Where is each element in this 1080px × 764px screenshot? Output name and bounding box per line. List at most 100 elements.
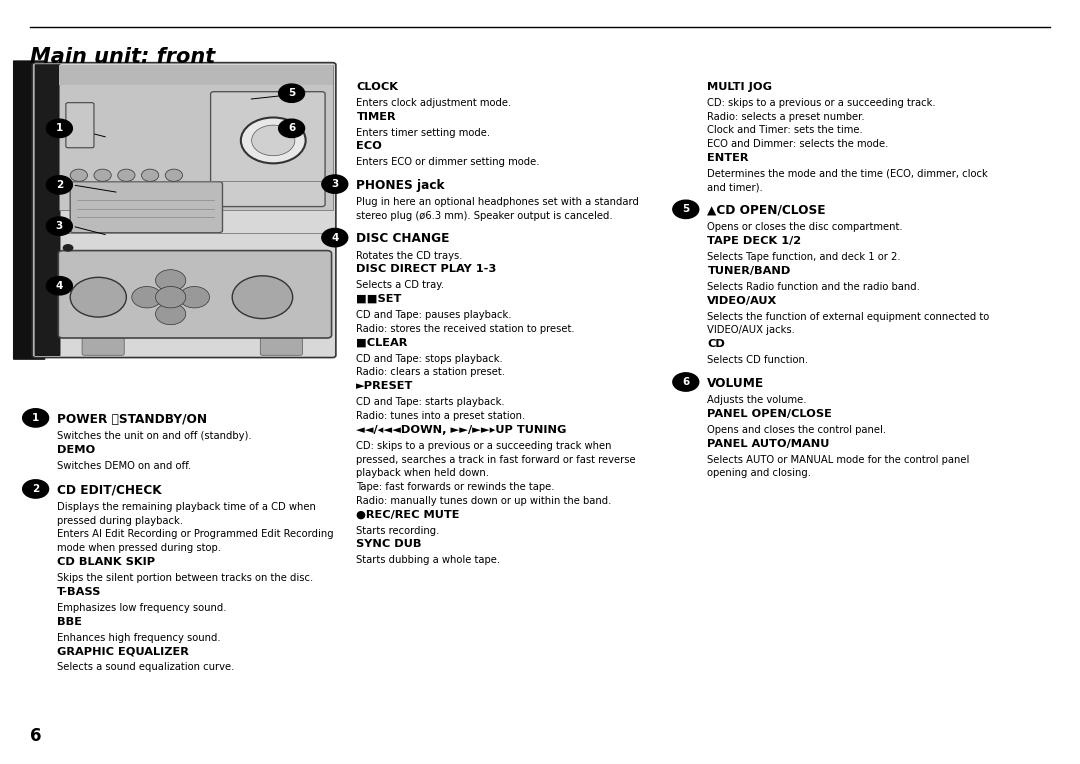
Text: Radio: selects a preset number.: Radio: selects a preset number. [707, 112, 865, 121]
Text: 3: 3 [332, 179, 338, 189]
Text: VOLUME: VOLUME [707, 377, 765, 390]
Text: 2: 2 [32, 484, 39, 494]
Text: MULTI JOG: MULTI JOG [707, 82, 772, 92]
Text: ■■SET: ■■SET [356, 294, 402, 304]
Text: Displays the remaining playback time of a CD when: Displays the remaining playback time of … [57, 502, 316, 512]
Text: and timer).: and timer). [707, 183, 764, 193]
Text: 1: 1 [56, 123, 63, 134]
Text: Starts dubbing a whole tape.: Starts dubbing a whole tape. [356, 555, 500, 565]
Text: CD BLANK SKIP: CD BLANK SKIP [57, 557, 156, 567]
Text: Radio: tunes into a preset station.: Radio: tunes into a preset station. [356, 411, 526, 421]
Text: 4: 4 [56, 280, 63, 291]
Circle shape [132, 286, 162, 308]
Text: Enhances high frequency sound.: Enhances high frequency sound. [57, 633, 221, 643]
Text: ►PRESET: ►PRESET [356, 381, 414, 391]
Text: 6: 6 [30, 727, 42, 745]
FancyBboxPatch shape [66, 102, 94, 147]
Text: POWER ⏻STANDBY/ON: POWER ⏻STANDBY/ON [57, 413, 207, 426]
Text: PHONES jack: PHONES jack [356, 179, 445, 192]
Circle shape [322, 228, 348, 247]
Text: Skips the silent portion between tracks on the disc.: Skips the silent portion between tracks … [57, 573, 313, 583]
Circle shape [252, 125, 295, 156]
FancyBboxPatch shape [59, 65, 333, 86]
Text: 4: 4 [332, 232, 338, 243]
Text: Selects a CD tray.: Selects a CD tray. [356, 280, 444, 290]
Circle shape [63, 244, 73, 251]
Text: ▲CD OPEN/CLOSE: ▲CD OPEN/CLOSE [707, 204, 826, 217]
Text: CD: skips to a previous or a succeeding track when: CD: skips to a previous or a succeeding … [356, 441, 612, 451]
Text: Emphasizes low frequency sound.: Emphasizes low frequency sound. [57, 603, 227, 613]
FancyBboxPatch shape [35, 64, 60, 356]
Text: PANEL OPEN/CLOSE: PANEL OPEN/CLOSE [707, 409, 833, 419]
Text: 6: 6 [288, 123, 295, 134]
Text: CD and Tape: stops playback.: CD and Tape: stops playback. [356, 354, 503, 364]
FancyBboxPatch shape [58, 251, 332, 338]
Text: ●REC/REC MUTE: ●REC/REC MUTE [356, 510, 460, 520]
Text: Main unit: front: Main unit: front [30, 47, 216, 67]
Text: CD and Tape: pauses playback.: CD and Tape: pauses playback. [356, 310, 512, 320]
Text: Clock and Timer: sets the time.: Clock and Timer: sets the time. [707, 125, 863, 135]
Text: CD: CD [707, 339, 726, 349]
Text: Rotates the CD trays.: Rotates the CD trays. [356, 251, 463, 261]
Text: 3: 3 [56, 221, 63, 231]
FancyBboxPatch shape [13, 60, 45, 360]
Text: Switches DEMO on and off.: Switches DEMO on and off. [57, 461, 191, 471]
Text: Tape: fast forwards or rewinds the tape.: Tape: fast forwards or rewinds the tape. [356, 482, 555, 492]
Circle shape [23, 409, 49, 427]
Text: VIDEO/AUX jacks.: VIDEO/AUX jacks. [707, 325, 795, 335]
Text: Enters clock adjustment mode.: Enters clock adjustment mode. [356, 98, 512, 108]
FancyBboxPatch shape [260, 337, 302, 355]
Text: Enters ECO or dimmer setting mode.: Enters ECO or dimmer setting mode. [356, 157, 540, 167]
Circle shape [23, 480, 49, 498]
Text: T-BASS: T-BASS [57, 587, 102, 597]
Text: 5: 5 [683, 204, 689, 215]
Text: Determines the mode and the time (ECO, dimmer, clock: Determines the mode and the time (ECO, d… [707, 169, 988, 179]
Circle shape [232, 276, 293, 319]
FancyBboxPatch shape [59, 65, 333, 210]
Text: GRAPHIC EQUALIZER: GRAPHIC EQUALIZER [57, 646, 189, 656]
Text: ■CLEAR: ■CLEAR [356, 338, 408, 348]
Text: Selects a sound equalization curve.: Selects a sound equalization curve. [57, 662, 234, 672]
Circle shape [673, 200, 699, 219]
Text: ENTER: ENTER [707, 153, 748, 163]
Text: BBE: BBE [57, 617, 82, 626]
Circle shape [673, 373, 699, 391]
FancyBboxPatch shape [32, 63, 336, 358]
Circle shape [46, 176, 72, 194]
Text: Enters timer setting mode.: Enters timer setting mode. [356, 128, 490, 138]
Circle shape [179, 286, 210, 308]
Text: Opens or closes the disc compartment.: Opens or closes the disc compartment. [707, 222, 903, 232]
Circle shape [156, 286, 186, 308]
Text: CD EDIT/CHECK: CD EDIT/CHECK [57, 484, 162, 497]
Text: ECO: ECO [356, 141, 382, 151]
Text: Radio: stores the received station to preset.: Radio: stores the received station to pr… [356, 324, 575, 334]
Circle shape [165, 169, 183, 181]
Circle shape [279, 119, 305, 138]
Circle shape [118, 169, 135, 181]
Text: 2: 2 [56, 180, 63, 190]
Text: Selects the function of external equipment connected to: Selects the function of external equipme… [707, 312, 989, 322]
Text: CD: skips to a previous or a succeeding track.: CD: skips to a previous or a succeeding … [707, 98, 936, 108]
Text: TIMER: TIMER [356, 112, 396, 121]
Circle shape [322, 175, 348, 193]
Text: VIDEO/AUX: VIDEO/AUX [707, 296, 778, 306]
Text: mode when pressed during stop.: mode when pressed during stop. [57, 543, 221, 553]
Text: Radio: manually tunes down or up within the band.: Radio: manually tunes down or up within … [356, 496, 611, 506]
Text: PANEL AUTO/MANU: PANEL AUTO/MANU [707, 439, 829, 448]
Text: TUNER/BAND: TUNER/BAND [707, 266, 791, 276]
Text: SYNC DUB: SYNC DUB [356, 539, 422, 549]
Circle shape [70, 169, 87, 181]
Text: pressed during playback.: pressed during playback. [57, 516, 184, 526]
Circle shape [156, 303, 186, 325]
FancyBboxPatch shape [70, 182, 222, 233]
Text: Switches the unit on and off (standby).: Switches the unit on and off (standby). [57, 431, 252, 441]
Text: Enters AI Edit Recording or Programmed Edit Recording: Enters AI Edit Recording or Programmed E… [57, 529, 334, 539]
Text: Radio: clears a station preset.: Radio: clears a station preset. [356, 367, 505, 377]
Circle shape [46, 217, 72, 235]
Text: Adjusts the volume.: Adjusts the volume. [707, 395, 807, 405]
Circle shape [279, 84, 305, 102]
Text: CD and Tape: starts playback.: CD and Tape: starts playback. [356, 397, 505, 407]
Text: DISC DIRECT PLAY 1-3: DISC DIRECT PLAY 1-3 [356, 264, 497, 274]
Text: 1: 1 [32, 413, 39, 423]
Circle shape [46, 119, 72, 138]
